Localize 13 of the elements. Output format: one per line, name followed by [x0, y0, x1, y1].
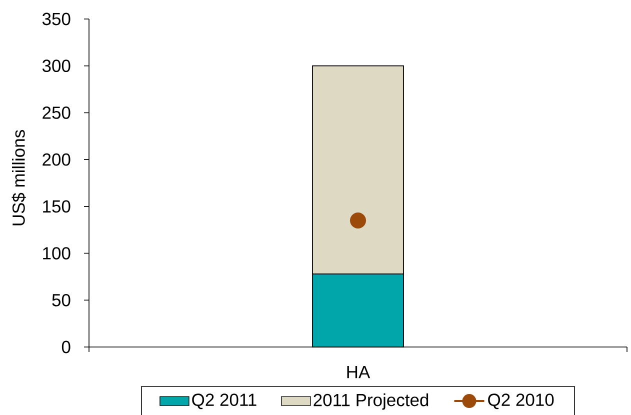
y-tick-label: 50 [52, 294, 70, 306]
x-tick-label: HA [347, 366, 370, 378]
y-tick-label: 150 [43, 200, 70, 213]
y-axis-title: US$ millions [12, 130, 26, 226]
y-tick-label: 300 [42, 60, 70, 72]
y-tick-label: 100 [43, 247, 70, 260]
y-tick-label: 350 [42, 12, 70, 26]
legend-label: 2011 Projected [314, 393, 428, 410]
legend-label: Q2 2011 [192, 394, 256, 410]
y-tick-label: 200 [42, 153, 70, 166]
y-tick-label: 0 [62, 340, 70, 354]
y-tick-label: 250 [42, 106, 70, 119]
legend-label: Q2 2010 [488, 394, 554, 410]
